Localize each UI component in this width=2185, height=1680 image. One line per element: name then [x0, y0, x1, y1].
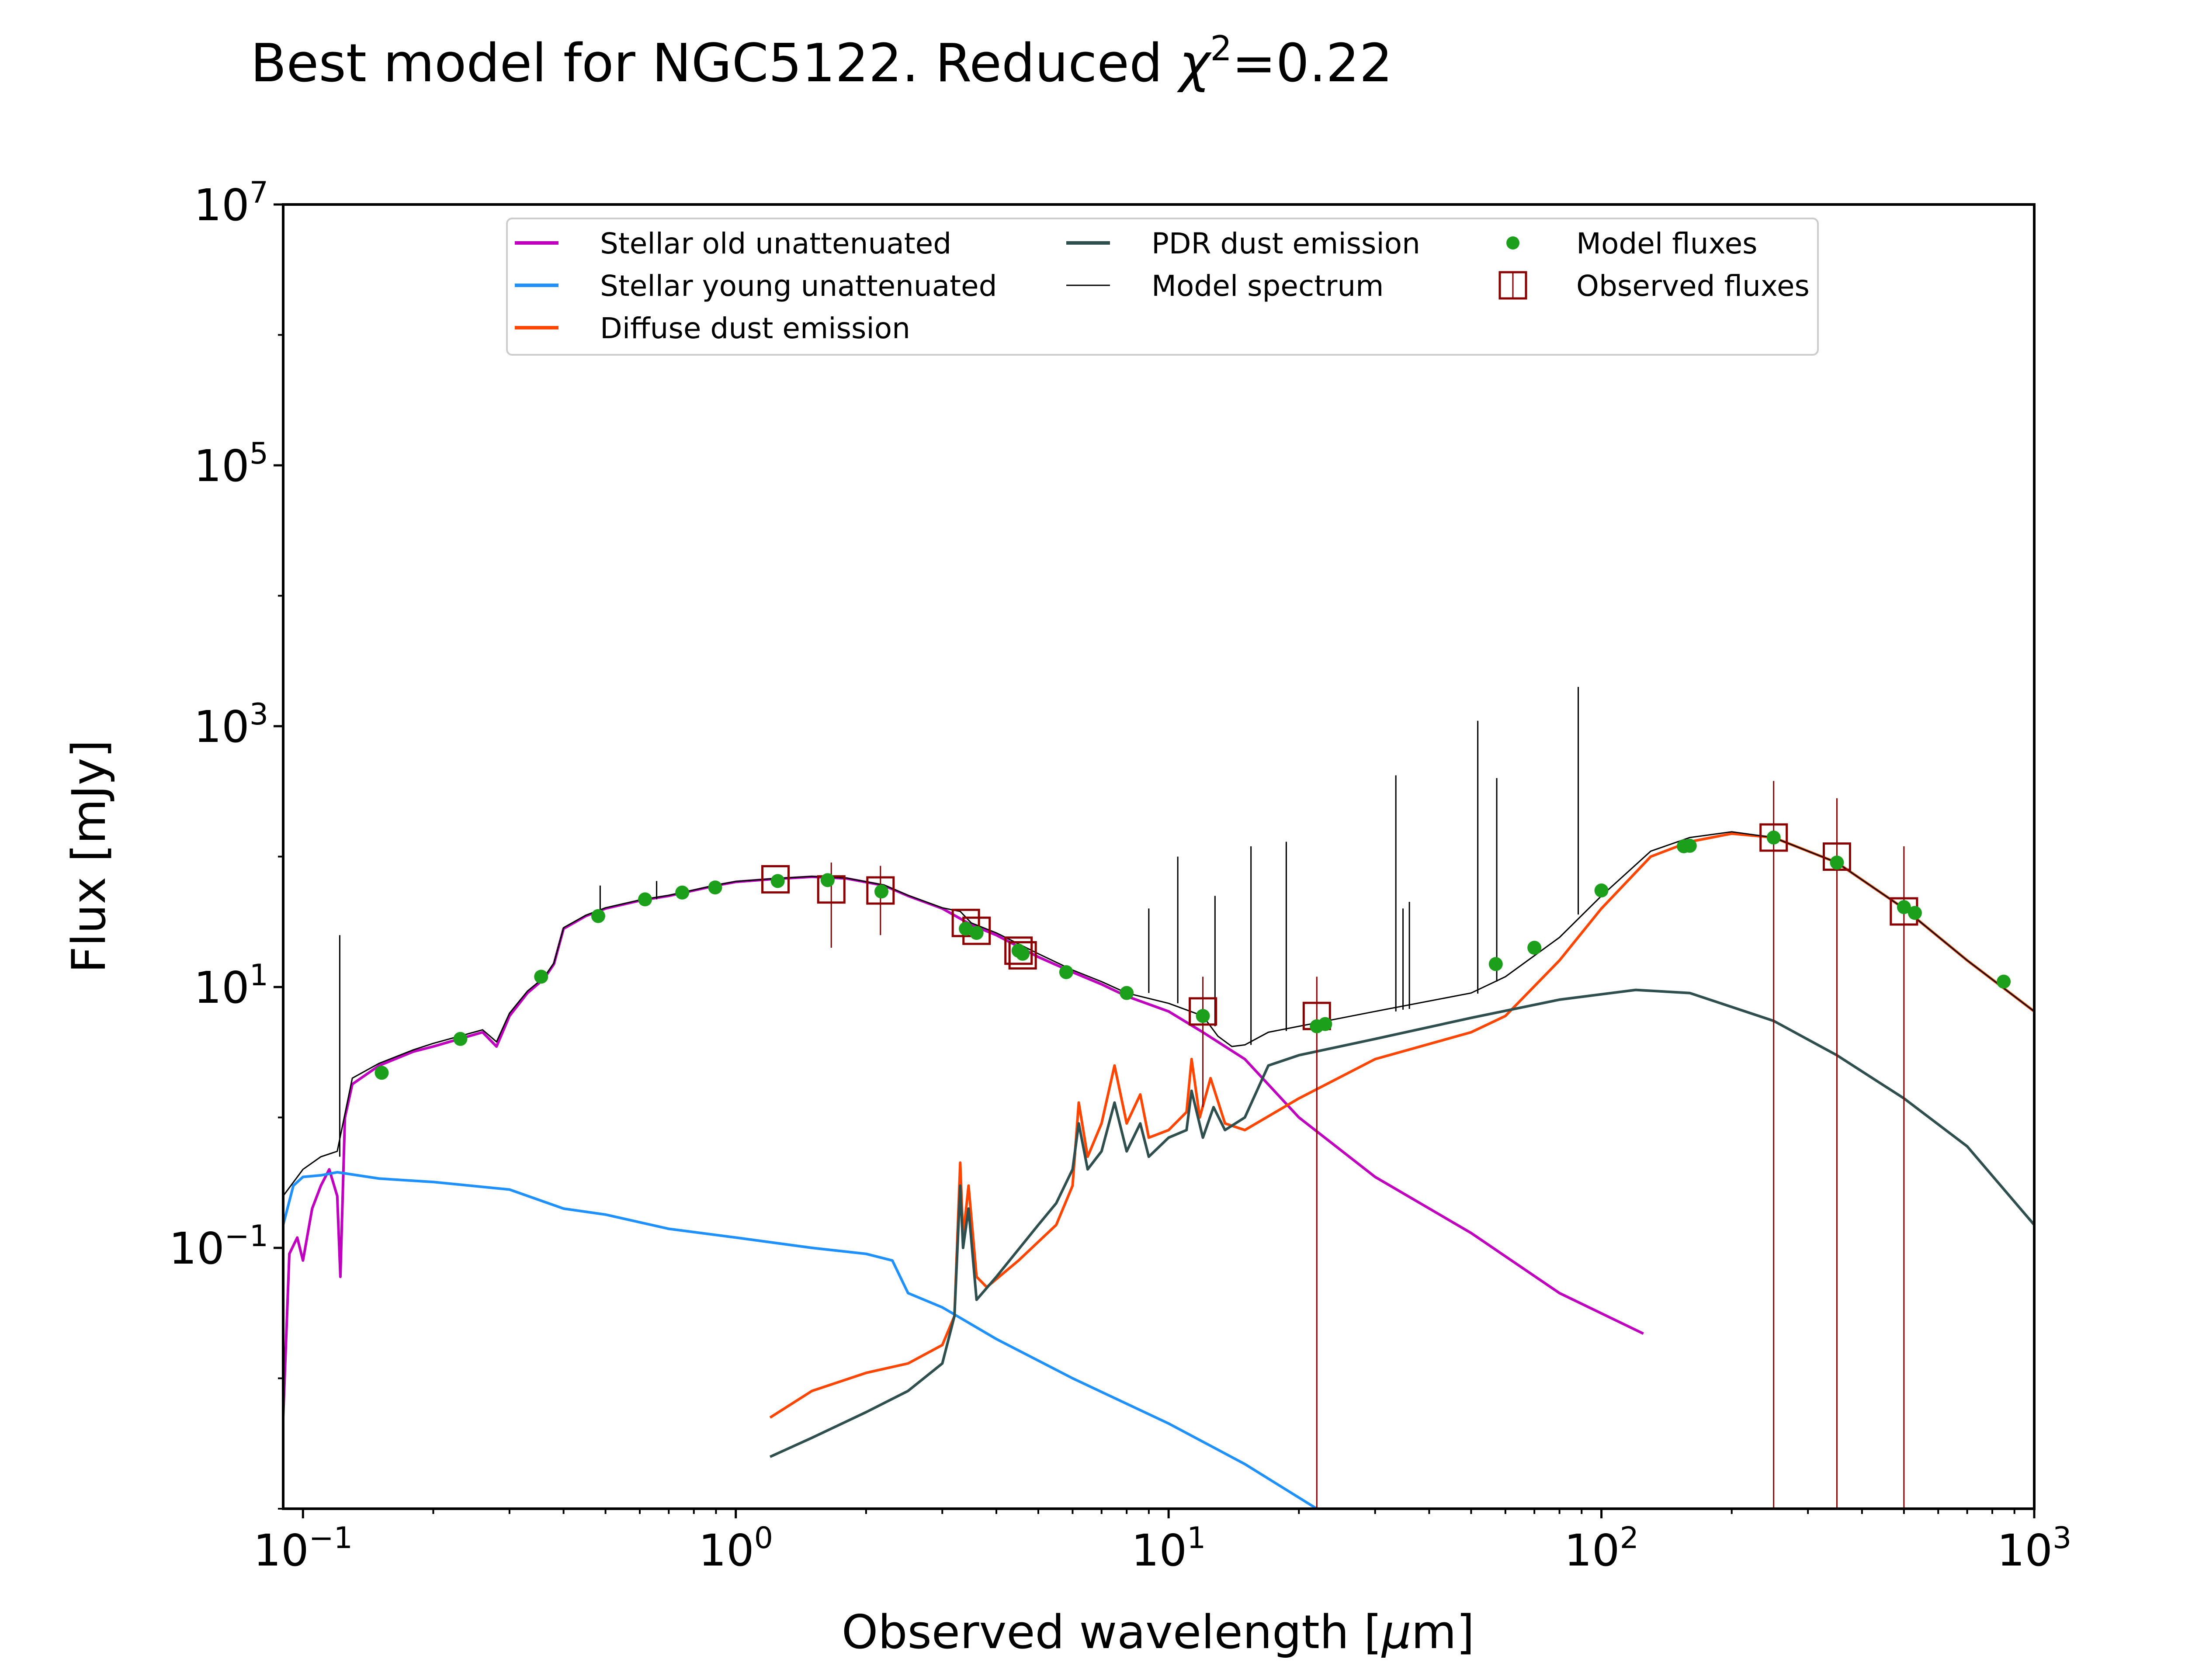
model-flux-14 [1059, 965, 1073, 979]
chart-title: Best model for NGC5122. Reduced χ2=0.22 [250, 29, 1393, 94]
legend-label-5: Model fluxes [1576, 227, 1758, 260]
observed-flux-2 [866, 876, 895, 905]
observed-flux-3 [951, 908, 980, 937]
model-flux-5 [675, 885, 690, 900]
model-flux-20 [1527, 941, 1542, 955]
model-flux-25 [1830, 856, 1844, 870]
model-flux-27 [1908, 906, 1922, 920]
model-flux-1 [453, 1032, 468, 1046]
observed-flux-7 [1189, 997, 1217, 1026]
model-flux-15 [1120, 986, 1134, 1000]
series-line-3 [769, 988, 2034, 1458]
x-tick-label-0: 10−1 [253, 1521, 353, 1576]
y-axis-label: Flux [mJy] [62, 740, 116, 973]
y-tick-label-3: 105 [194, 436, 268, 492]
model-flux-10 [959, 921, 973, 936]
model-flux-13 [1016, 946, 1030, 961]
model-flux-11 [969, 926, 984, 940]
model-flux-24 [1766, 830, 1781, 845]
x-tick-label-3: 102 [1564, 1521, 1639, 1576]
model-flux-7 [770, 874, 785, 888]
y-tick-label-1: 101 [194, 958, 268, 1013]
model-flux-21 [1594, 883, 1609, 898]
observed-flux-5 [1004, 936, 1033, 965]
legend-swatch-5 [1506, 236, 1519, 249]
model-flux-23 [1682, 838, 1697, 853]
observed-flux-10 [1822, 842, 1851, 871]
model-flux-28 [1997, 974, 2011, 989]
y-tick-label-0: 10−1 [169, 1219, 269, 1274]
legend: Stellar old unattenuated Stellar young un… [506, 218, 1819, 356]
legend-box [506, 218, 1819, 356]
model-flux-3 [591, 909, 605, 923]
model-flux-19 [1488, 957, 1503, 971]
y-tick-label-4: 107 [194, 176, 268, 231]
observed-flux-0 [761, 865, 790, 894]
model-flux-9 [874, 884, 888, 899]
model-flux-26 [1897, 900, 1911, 914]
legend-label-3: PDR dust emission [1151, 227, 1420, 260]
observed-flux-6 [1008, 941, 1037, 970]
x-tick-label-2: 101 [1131, 1521, 1206, 1576]
x-axis-label: Observed wavelength [μm] [842, 1605, 1474, 1659]
x-tick-label-1: 100 [698, 1521, 773, 1576]
x-tick-label-4: 103 [1997, 1521, 2072, 1576]
observed-flux-9 [1759, 823, 1788, 852]
y-tick-label-2: 103 [194, 697, 268, 752]
model-flux-16 [1196, 1009, 1210, 1023]
plot-area [283, 687, 2034, 1509]
model-flux-18 [1318, 1017, 1332, 1031]
model-flux-4 [638, 892, 652, 907]
legend-label-0: Stellar old unattenuated [600, 227, 951, 260]
legend-label-4: Model spectrum [1151, 269, 1384, 303]
series-line-1 [283, 1171, 1318, 1509]
series-line-4 [283, 831, 2034, 1197]
model-flux-2 [534, 970, 548, 984]
model-flux-0 [375, 1066, 389, 1080]
legend-label-6: Observed fluxes [1576, 269, 1810, 303]
model-flux-8 [820, 873, 835, 887]
axis-ticks: 10−1 100 101 102 103 10−1 101 103 105 107 [169, 176, 2072, 1576]
model-flux-6 [708, 880, 722, 895]
legend-label-2: Diffuse dust emission [600, 312, 910, 345]
legend-label-1: Stellar young unattenuated [600, 269, 997, 303]
